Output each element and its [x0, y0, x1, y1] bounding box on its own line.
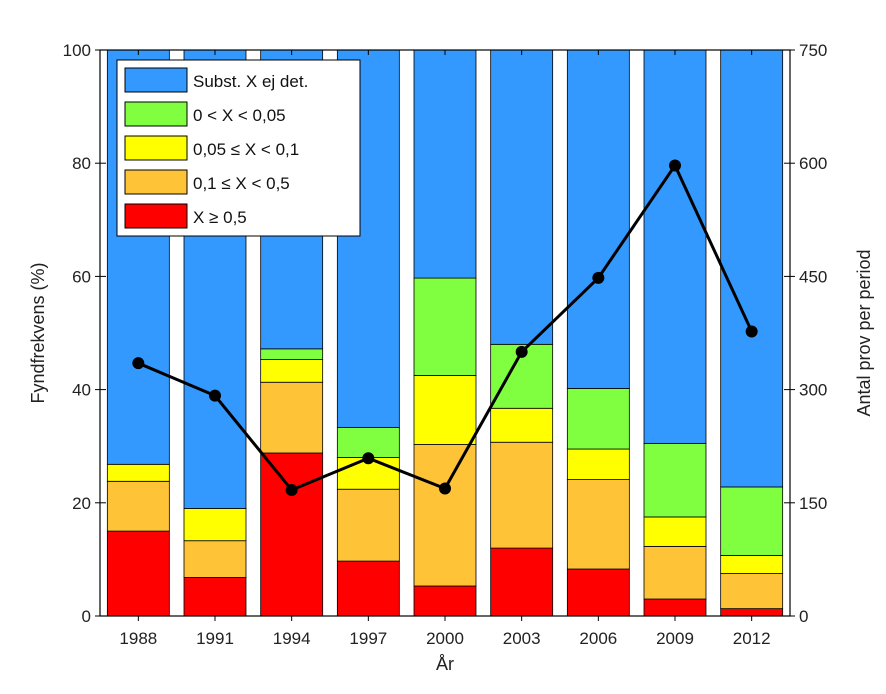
- bar-segment: [720, 608, 784, 617]
- y-tick-label: 80: [72, 154, 91, 173]
- legend-label: X ≥ 0,5: [193, 208, 247, 227]
- x-tick-label: 2009: [656, 629, 694, 648]
- bar-segment: [336, 488, 400, 562]
- x-tick-label: 2000: [426, 629, 464, 648]
- bar-segment: [720, 555, 784, 574]
- bar-segment: [490, 547, 554, 617]
- x-tick-label: 1994: [273, 629, 311, 648]
- bar-segment: [336, 457, 400, 490]
- y-tick-label: 20: [72, 494, 91, 513]
- sample-count-point: [285, 483, 298, 496]
- bar-segment: [643, 442, 707, 518]
- sample-count-point: [439, 482, 451, 495]
- bar-segment: [490, 49, 554, 345]
- bar-segment: [490, 407, 554, 443]
- x-tick-label: 1991: [196, 629, 234, 648]
- legend-swatch: [124, 169, 188, 195]
- bar-segment: [566, 479, 630, 570]
- bar-segment: [260, 381, 324, 454]
- bar-segment: [566, 49, 630, 389]
- x-axis-title: År: [436, 654, 454, 674]
- bar-segment: [720, 573, 784, 610]
- y2-tick-label: 0: [799, 607, 808, 626]
- legend-swatch: [124, 203, 188, 229]
- bar-segment: [106, 463, 170, 482]
- legend: Subst. X ej det. 0 < X < 0,05 0,05 ≤ X < 0…: [116, 59, 361, 237]
- y2-tick-label: 300: [799, 381, 827, 400]
- bar-segment: [720, 486, 784, 556]
- x-tick-label: 1988: [119, 629, 157, 648]
- y-tick-label: 0: [82, 607, 91, 626]
- x-tick-label: 2006: [579, 629, 617, 648]
- bar-segment: [720, 49, 784, 488]
- x-tick-label: 2012: [733, 629, 771, 648]
- bar-segment: [183, 540, 247, 578]
- sample-count-line: [132, 159, 758, 496]
- y2-tick-label: 750: [799, 41, 827, 60]
- y-tick-label: 40: [72, 381, 91, 400]
- sample-count-point: [132, 357, 145, 370]
- y-tick-label: 60: [72, 267, 91, 286]
- bar-segment: [643, 49, 707, 444]
- bar-segment: [566, 448, 630, 480]
- bar-segment: [643, 545, 707, 600]
- sample-count-point: [592, 271, 605, 284]
- sample-count-point: [209, 389, 221, 402]
- x-tick-label: 1997: [349, 629, 387, 648]
- bar-segment: [566, 568, 630, 617]
- sample-count-point: [515, 345, 528, 358]
- y2-tick-label: 600: [799, 154, 827, 173]
- bar-segment: [260, 348, 324, 361]
- bar-segment: [260, 359, 324, 383]
- bar-segment: [260, 452, 324, 617]
- bar-segment: [643, 598, 707, 617]
- bar-segment: [413, 585, 477, 617]
- x-tick-label: 2003: [503, 629, 541, 648]
- bar-segment: [183, 577, 247, 617]
- bar-segment: [106, 480, 170, 532]
- legend-label: 0,1 ≤ X < 0,5: [193, 174, 290, 193]
- y2-tick-label: 450: [799, 267, 827, 286]
- legend-label: Subst. X ej det.: [193, 72, 308, 91]
- bar-segment: [413, 375, 477, 445]
- y2-tick-label: 150: [799, 494, 827, 513]
- sample-count-point: [362, 452, 375, 465]
- y2-axis-title: Antal prov per period: [854, 249, 874, 416]
- legend-label: 0,05 ≤ X < 0,1: [193, 140, 299, 159]
- bar-segment: [566, 388, 630, 450]
- bar-segment: [413, 277, 477, 376]
- bar-segment: [106, 530, 170, 617]
- y-axis-title: Fyndfrekvens (%): [28, 262, 48, 403]
- bar-segment: [336, 560, 400, 617]
- bar-segment: [413, 49, 477, 279]
- sample-count-point: [745, 325, 758, 338]
- bar-segment: [643, 516, 707, 547]
- legend-swatch: [124, 135, 188, 161]
- legend-swatch: [124, 101, 188, 127]
- bar-segment: [413, 444, 477, 587]
- legend-swatch: [124, 67, 188, 93]
- legend-label: 0 < X < 0,05: [193, 106, 286, 125]
- y-tick-label: 100: [63, 41, 91, 60]
- bar-segment: [183, 508, 247, 542]
- bar-segment: [490, 441, 554, 549]
- axis-ticks: 0 20 40 60 80 100 0 150 300 450 600 750 1988 1991 1994…: [63, 41, 828, 648]
- sample-count-point: [669, 159, 681, 172]
